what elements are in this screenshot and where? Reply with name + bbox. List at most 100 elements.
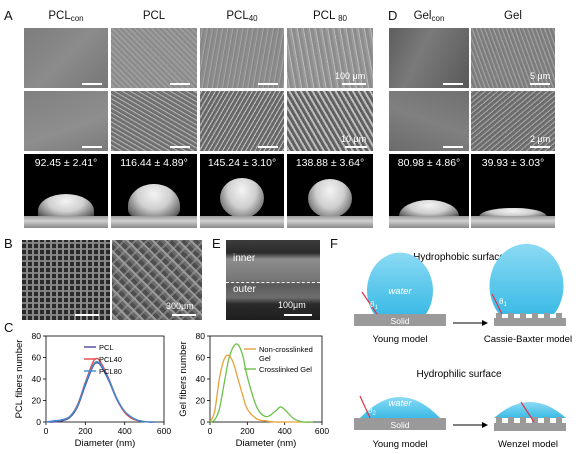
water-droplet bbox=[367, 252, 433, 314]
scale-bar bbox=[258, 146, 278, 148]
y-tick-label: 80 bbox=[196, 331, 206, 341]
y-tick-label: 0 bbox=[200, 417, 205, 427]
scale-label-mid-gel: 2 μm bbox=[530, 134, 551, 144]
series-line bbox=[209, 343, 313, 423]
water-droplet bbox=[489, 243, 564, 314]
y-tick-label: 60 bbox=[32, 353, 42, 363]
scale-bar bbox=[530, 146, 550, 148]
pillar-substrate bbox=[494, 417, 566, 431]
sem-gel-high bbox=[471, 91, 555, 151]
col-title-pcl40: PCL40 bbox=[226, 10, 258, 23]
theta-label: θ2 bbox=[368, 406, 376, 417]
contact-tangent bbox=[361, 291, 378, 315]
scale-bar bbox=[75, 314, 99, 316]
y-tick-label: 40 bbox=[32, 374, 42, 384]
y-axis-label: Gel fibers number bbox=[178, 341, 189, 417]
scale-bar bbox=[443, 83, 463, 85]
scale-label-mid: 10 μm bbox=[341, 134, 367, 144]
scale-bar bbox=[172, 314, 196, 316]
sem-pcl40-high bbox=[200, 91, 284, 151]
y-tick-label: 20 bbox=[32, 396, 42, 406]
panel-label-f: F bbox=[330, 236, 338, 251]
mesh-image-square bbox=[22, 240, 110, 320]
sem-gel-low bbox=[471, 28, 555, 88]
y-tick-label: 80 bbox=[32, 331, 42, 341]
scale-bar bbox=[170, 83, 190, 85]
contact-angle-pcl bbox=[111, 154, 197, 228]
contact-angle-value: 138.88 ± 3.64° bbox=[295, 157, 365, 169]
x-tick-label: 400 bbox=[278, 426, 292, 436]
inner-label: inner bbox=[233, 253, 256, 264]
x-tick-label: 600 bbox=[315, 426, 329, 436]
contact-angle-pcl40 bbox=[200, 154, 284, 228]
contact-angle-gel bbox=[471, 154, 555, 228]
contact-angle-pcl80 bbox=[287, 154, 373, 228]
contact-angle-value: 116.44 ± 4.89° bbox=[120, 157, 188, 169]
scale-bar bbox=[82, 146, 102, 148]
young-model-label: Young model bbox=[372, 439, 427, 450]
scale-bar bbox=[345, 146, 367, 148]
scale-bar bbox=[82, 83, 102, 85]
solid-substrate bbox=[354, 418, 446, 430]
wenzel-model-label: Wenzel model bbox=[498, 439, 558, 450]
x-tick-label: 400 bbox=[118, 426, 132, 436]
x-tick-label: 200 bbox=[78, 426, 92, 436]
x-tick-label: 0 bbox=[208, 426, 213, 436]
contact-angle-pclcon bbox=[24, 154, 108, 228]
x-axis-label: Diameter (nm) bbox=[236, 438, 297, 449]
x-tick-label: 600 bbox=[157, 426, 171, 436]
solid-label: Solid bbox=[391, 316, 410, 326]
contact-angle-value: 145.24 ± 3.10° bbox=[207, 157, 277, 169]
scale-bar bbox=[342, 83, 366, 85]
sem-pcl-high bbox=[111, 91, 197, 151]
col-title-pcl: PCL bbox=[142, 10, 166, 22]
contact-angle-value: 80.98 ± 4.86° bbox=[397, 157, 461, 169]
contact-angle-gelcon bbox=[389, 154, 469, 228]
panel-label-e: E bbox=[212, 236, 221, 251]
sem-pcl-low bbox=[111, 28, 197, 88]
theta-label: θ1 bbox=[370, 300, 378, 311]
sem-gelcon-low bbox=[389, 28, 469, 88]
fiber-diameter-charts: 0 20 40 60 80 0 200 400 600 Diameter (nm) PCL fibe… bbox=[14, 331, 329, 449]
col-title-gel: Gel bbox=[504, 10, 522, 22]
scale-bar bbox=[284, 314, 312, 316]
scale-label-top: 100 μm bbox=[335, 71, 366, 81]
theta-label: θ1 bbox=[499, 297, 507, 308]
panel-label-b: B bbox=[4, 236, 13, 251]
young-model-label: Young model bbox=[372, 334, 427, 345]
scale-bar bbox=[530, 83, 550, 85]
y-axis-label: PCL fibers number bbox=[14, 340, 25, 419]
cassie-baxter-label: Cassie-Baxter model bbox=[484, 334, 572, 345]
arrow-head bbox=[482, 422, 488, 428]
sem-pcl40-low bbox=[200, 28, 284, 88]
hydrophilic-title: Hydrophilic surface bbox=[416, 369, 501, 380]
cross-section-image bbox=[226, 240, 320, 320]
outer-label: outer bbox=[233, 284, 256, 295]
col-title-pcl80: PCL 80 bbox=[312, 10, 348, 23]
water-droplet bbox=[494, 402, 566, 418]
scale-bar bbox=[443, 146, 463, 148]
legend-label: PCL bbox=[99, 343, 114, 352]
scale-label-top-gel: 5 μm bbox=[530, 71, 551, 81]
contact-tangent bbox=[359, 395, 371, 419]
water-label: water bbox=[388, 398, 412, 409]
series-line bbox=[45, 361, 157, 423]
scale-label-mesh: 300μm bbox=[166, 301, 194, 311]
y-tick-label: 60 bbox=[196, 353, 206, 363]
scale-bar bbox=[170, 146, 190, 148]
series-line bbox=[209, 354, 313, 423]
panel-label-c: C bbox=[4, 320, 14, 335]
solid-label: Solid bbox=[391, 420, 410, 430]
panel-label-a: A bbox=[4, 8, 13, 23]
contact-tangent bbox=[520, 401, 535, 423]
sem-pclcon-low bbox=[24, 28, 108, 88]
solid-substrate bbox=[354, 314, 446, 326]
contact-angle-value: 39.93 ± 3.03° bbox=[481, 157, 545, 169]
contact-angle-value: 92.45 ± 2.41° bbox=[34, 157, 98, 169]
mesh-image-woven bbox=[112, 240, 202, 320]
arrow-head bbox=[482, 320, 488, 326]
x-axis-label: Diameter (nm) bbox=[75, 438, 136, 449]
pillar-substrate bbox=[494, 313, 566, 326]
sem-pcl80-high bbox=[287, 91, 373, 151]
sem-gelcon-high bbox=[389, 91, 469, 151]
